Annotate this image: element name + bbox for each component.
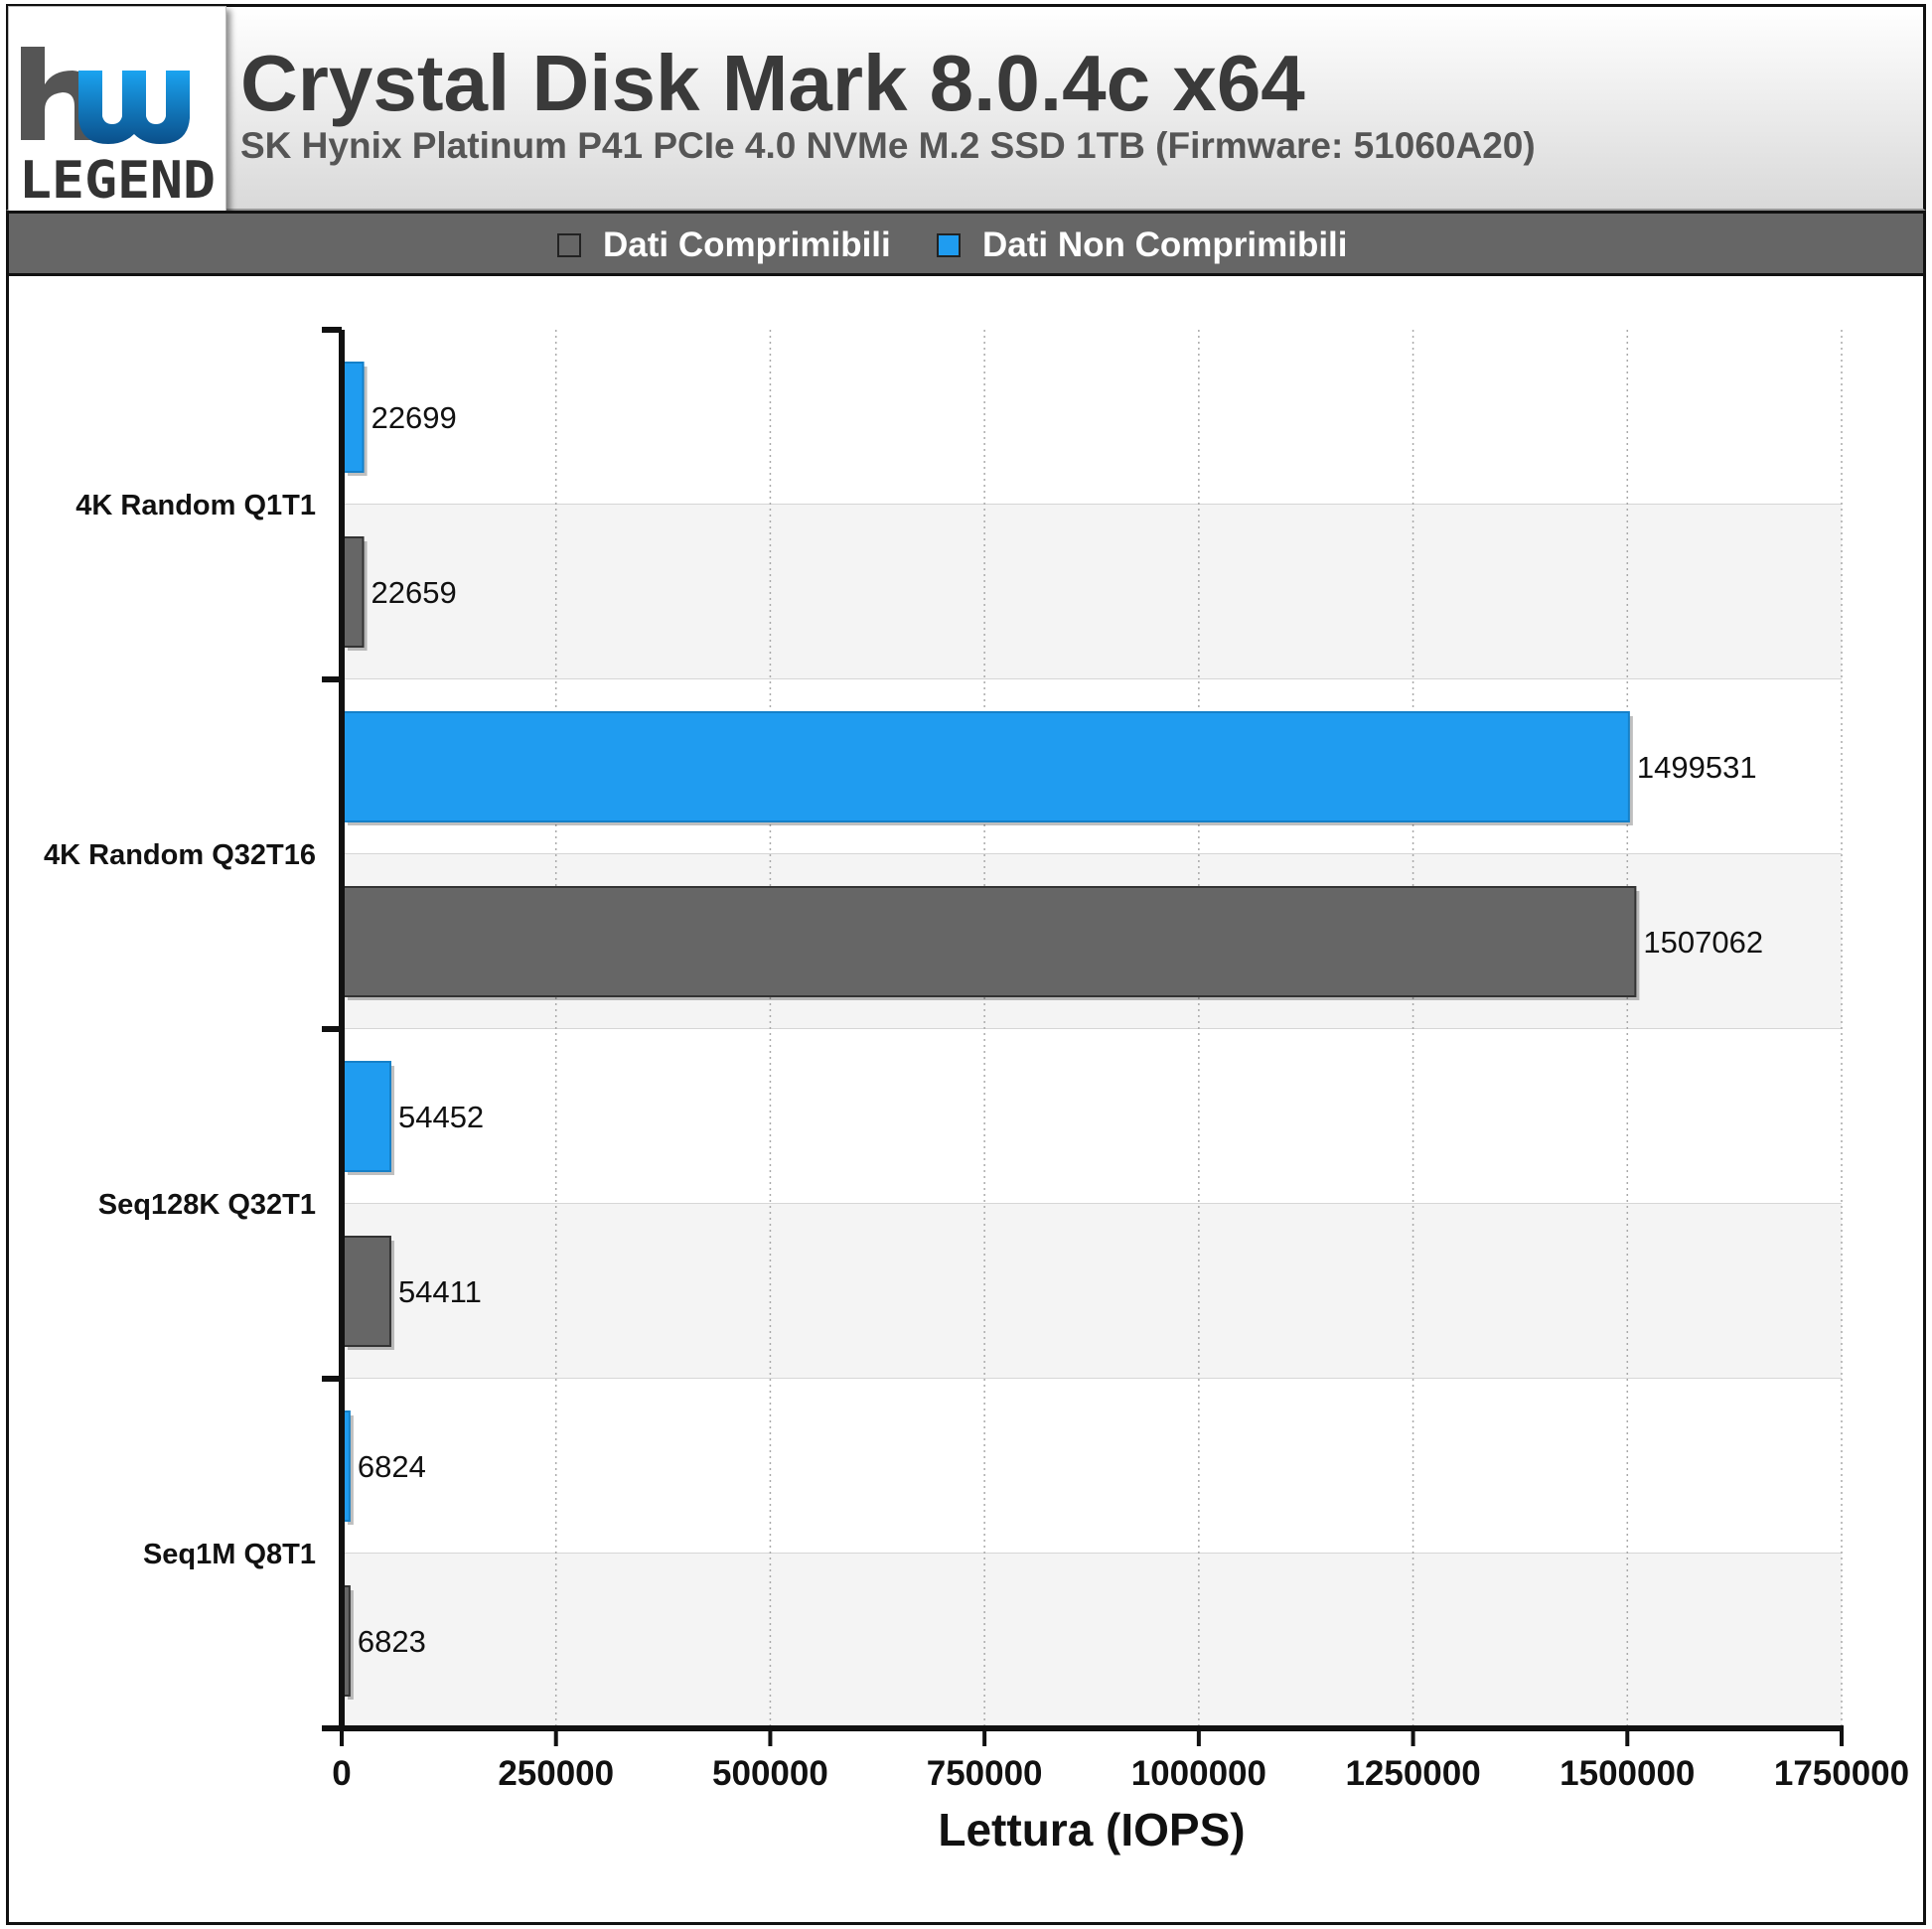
bar xyxy=(343,886,1637,997)
row-background xyxy=(342,505,1842,679)
x-axis-title: Lettura (IOPS) xyxy=(938,1804,1245,1855)
bar-shadow xyxy=(348,1590,354,1700)
data-label: 1499531 xyxy=(1637,750,1757,785)
legend-item-incompressible: Dati Non Comprimibili xyxy=(937,225,1348,265)
legend-swatch-incompressible xyxy=(937,233,961,257)
x-tick-label: 1500000 xyxy=(1560,1754,1695,1793)
category-label: 4K Random Q1T1 xyxy=(75,490,316,521)
data-label: 1507062 xyxy=(1643,925,1763,960)
x-tick-label: 1000000 xyxy=(1131,1754,1266,1793)
category-label: 4K Random Q32T16 xyxy=(44,839,316,871)
logo-icon: LEGEND xyxy=(19,47,216,211)
bar xyxy=(343,1236,391,1347)
bar xyxy=(343,362,365,473)
bar xyxy=(343,536,365,648)
chart-header xyxy=(6,4,1926,211)
bar xyxy=(343,711,1630,822)
legend-label-incompressible: Dati Non Comprimibili xyxy=(982,225,1348,264)
x-tick-label: 0 xyxy=(332,1754,351,1793)
x-tick-label: 750000 xyxy=(927,1754,1043,1793)
chart-title: Crystal Disk Mark 8.0.4c x64 xyxy=(240,39,1305,127)
row-background xyxy=(342,1204,1842,1379)
bar-shadow xyxy=(348,1415,354,1525)
x-tick-label: 1250000 xyxy=(1345,1754,1480,1793)
logo-text: LEGEND xyxy=(19,151,216,211)
legend: Dati Comprimibili Dati Non Comprimibili xyxy=(6,211,1926,276)
x-tick-label: 1750000 xyxy=(1774,1754,1909,1793)
legend-label-compressible: Dati Comprimibili xyxy=(603,225,891,264)
bar xyxy=(343,1061,391,1172)
data-label: 22659 xyxy=(372,575,457,610)
legend-item-compressible: Dati Comprimibili xyxy=(557,225,891,265)
x-tick-label: 500000 xyxy=(712,1754,828,1793)
category-label: Seq1M Q8T1 xyxy=(143,1539,316,1570)
data-label: 22699 xyxy=(372,400,457,435)
legend-swatch-compressible xyxy=(557,233,581,257)
data-label: 54411 xyxy=(398,1274,482,1309)
data-label: 54452 xyxy=(398,1100,484,1134)
data-label: 6823 xyxy=(358,1624,426,1659)
row-background xyxy=(342,1379,1842,1554)
data-label: 6824 xyxy=(358,1449,426,1484)
x-tick-label: 250000 xyxy=(498,1754,614,1793)
row-background xyxy=(342,1029,1842,1204)
row-background xyxy=(342,1554,1842,1728)
row-background xyxy=(342,330,1842,505)
chart-subtitle: SK Hynix Platinum P41 PCIe 4.0 NVMe M.2 … xyxy=(240,125,1536,166)
category-label: Seq128K Q32T1 xyxy=(98,1189,316,1221)
